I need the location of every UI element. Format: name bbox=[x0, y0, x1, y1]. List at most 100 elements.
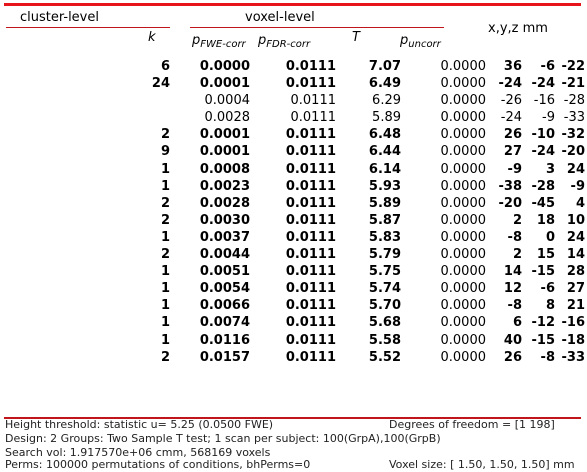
cluster-size-cell: 2 bbox=[160, 212, 170, 228]
x-coord-cell: -24 bbox=[498, 76, 523, 92]
p-fwe-cell: 0.0054 bbox=[199, 281, 250, 297]
table-row[interactable]: 2 0.0001 0.0111 6.48 0.0000 26 -10 -32 bbox=[0, 126, 585, 143]
y-coord-cell: 3 bbox=[545, 161, 555, 177]
p-fdr-cell: 0.0111 bbox=[285, 281, 336, 297]
z-coord-cell: -9 bbox=[570, 178, 585, 194]
x-coord-cell: 12 bbox=[503, 281, 522, 297]
p-fwe-cell: 0.0001 bbox=[199, 76, 250, 92]
t-value-cell: 5.74 bbox=[368, 281, 401, 297]
z-coord-cell: 24 bbox=[566, 229, 585, 245]
y-coord-cell: -6 bbox=[540, 281, 555, 297]
p-uncorr-cell: 0.0000 bbox=[440, 229, 487, 245]
p-uncorr-cell: 0.0000 bbox=[440, 212, 487, 228]
table-row[interactable]: 2 0.0028 0.0111 5.89 0.0000 -20 -45 4 bbox=[0, 195, 585, 212]
top-rule bbox=[4, 3, 581, 6]
table-row[interactable]: 1 0.0037 0.0111 5.83 0.0000 -8 0 24 bbox=[0, 229, 585, 246]
table-row[interactable]: 0.0004 0.0111 6.29 0.0000 -26 -16 -28 bbox=[0, 92, 586, 109]
p-uncorr-cell: 0.0000 bbox=[440, 93, 487, 109]
t-value-cell: 5.52 bbox=[368, 349, 401, 365]
p-fdr-cell: 0.0111 bbox=[285, 212, 336, 228]
p-uncorr-cell: 0.0000 bbox=[440, 264, 487, 280]
t-value-cell: 5.75 bbox=[368, 264, 401, 280]
cluster-size-cell: 2 bbox=[160, 127, 170, 143]
x-coord-cell: 27 bbox=[503, 144, 522, 160]
p-fwe-cell: 0.0074 bbox=[199, 315, 250, 331]
table-row[interactable]: 1 0.0066 0.0111 5.70 0.0000 -8 8 21 bbox=[0, 297, 585, 314]
p-fwe-cell: 0.0051 bbox=[199, 264, 250, 280]
cluster-size-cell: 9 bbox=[160, 144, 170, 160]
table-row[interactable]: 24 0.0001 0.0111 6.49 0.0000 -24 -24 -21 bbox=[0, 75, 585, 92]
x-coord-cell: 26 bbox=[503, 127, 522, 143]
table-row[interactable]: 1 0.0054 0.0111 5.74 0.0000 12 -6 27 bbox=[0, 280, 585, 297]
z-coord-cell: 4 bbox=[575, 195, 585, 211]
x-coord-cell: -38 bbox=[498, 178, 523, 194]
cluster-size-cell: 2 bbox=[160, 349, 170, 365]
y-coord-cell: -10 bbox=[531, 127, 556, 143]
table-row[interactable]: 2 0.0044 0.0111 5.79 0.0000 2 15 14 bbox=[0, 246, 585, 263]
t-value-cell: 5.93 bbox=[368, 178, 401, 194]
y-coord-cell: -15 bbox=[531, 264, 556, 280]
y-coord-cell: 15 bbox=[536, 247, 555, 263]
footer-rule bbox=[4, 417, 581, 419]
x-coord-cell: -24 bbox=[500, 110, 522, 126]
p-fdr-cell: 0.0111 bbox=[285, 247, 336, 263]
t-value-cell: 5.79 bbox=[368, 247, 401, 263]
y-coord-cell: -9 bbox=[542, 110, 555, 126]
p-fwe-cell: 0.0004 bbox=[204, 93, 251, 109]
table-row[interactable]: 2 0.0030 0.0111 5.87 0.0000 2 18 10 bbox=[0, 212, 585, 229]
x-coord-cell: 14 bbox=[503, 264, 522, 280]
p-fdr-cell: 0.0111 bbox=[285, 76, 336, 92]
t-value-cell: 7.07 bbox=[368, 59, 401, 74]
t-value-cell: 5.89 bbox=[372, 110, 401, 126]
z-coord-cell: 24 bbox=[566, 161, 585, 177]
cluster-size-cell: 1 bbox=[160, 161, 170, 177]
p-uncorr-cell: 0.0000 bbox=[440, 127, 487, 143]
y-coord-cell: -15 bbox=[531, 332, 556, 348]
z-coord-cell: 10 bbox=[566, 212, 585, 228]
table-row[interactable]: 6 0.0000 0.0111 7.07 0.0000 36 -6 -22 bbox=[0, 58, 585, 75]
x-coord-cell: -8 bbox=[507, 229, 522, 245]
p-fdr-cell: 0.0111 bbox=[285, 161, 336, 177]
z-coord-cell: -33 bbox=[563, 110, 585, 126]
table-row[interactable]: 1 0.0116 0.0111 5.58 0.0000 40 -15 -18 bbox=[0, 332, 585, 349]
x-coord-cell: 36 bbox=[503, 59, 522, 74]
table-row[interactable]: 1 0.0051 0.0111 5.75 0.0000 14 -15 28 bbox=[0, 263, 585, 280]
t-value-cell: 6.48 bbox=[368, 127, 401, 143]
cluster-size-cell: 1 bbox=[160, 298, 170, 314]
t-value-cell: 6.29 bbox=[372, 93, 401, 109]
p-fdr-cell: 0.0111 bbox=[285, 332, 336, 348]
y-coord-cell: -12 bbox=[531, 315, 556, 331]
p-uncorr-cell: 0.0000 bbox=[440, 247, 487, 263]
y-coord-cell: 18 bbox=[536, 212, 555, 228]
p-uncorr-cell: 0.0000 bbox=[440, 349, 487, 365]
p-uncorr-cell: 0.0000 bbox=[440, 281, 487, 297]
p-uncorr-cell: 0.0000 bbox=[440, 332, 487, 348]
t-value-cell: 6.44 bbox=[368, 144, 401, 160]
table-row[interactable]: 1 0.0023 0.0111 5.93 0.0000 -38 -28 -9 bbox=[0, 178, 585, 195]
p-uncorr-cell: 0.0000 bbox=[440, 76, 487, 92]
p-fdr-column-header: pFDR-corr bbox=[258, 33, 311, 50]
p-uncorr-cell: 0.0000 bbox=[440, 144, 487, 160]
table-row[interactable]: 1 0.0008 0.0111 6.14 0.0000 -9 3 24 bbox=[0, 161, 585, 178]
p-fwe-column-header: pFWE-corr bbox=[192, 33, 246, 50]
p-uncorr-cell: 0.0000 bbox=[440, 195, 487, 211]
z-coord-cell: -32 bbox=[561, 127, 586, 143]
p-uncorr-cell: 0.0000 bbox=[440, 315, 487, 331]
y-coord-cell: 8 bbox=[545, 298, 555, 314]
z-coord-cell: -16 bbox=[561, 315, 586, 331]
p-fdr-cell: 0.0111 bbox=[285, 315, 336, 331]
z-coord-cell: -33 bbox=[561, 349, 586, 365]
p-fdr-cell: 0.0111 bbox=[290, 110, 337, 126]
table-row[interactable]: 2 0.0157 0.0111 5.52 0.0000 26 -8 -33 bbox=[0, 349, 585, 366]
x-coord-cell: -20 bbox=[498, 195, 523, 211]
p-fdr-cell: 0.0111 bbox=[290, 93, 337, 109]
p-fwe-cell: 0.0037 bbox=[199, 229, 250, 245]
z-coord-cell: -20 bbox=[561, 144, 586, 160]
p-fdr-cell: 0.0111 bbox=[285, 264, 336, 280]
table-row[interactable]: 1 0.0074 0.0111 5.68 0.0000 6 -12 -16 bbox=[0, 314, 585, 331]
table-row[interactable]: 9 0.0001 0.0111 6.44 0.0000 27 -24 -20 bbox=[0, 143, 585, 160]
table-row[interactable]: 0.0028 0.0111 5.89 0.0000 -24 -9 -33 bbox=[0, 109, 586, 126]
p-fwe-cell: 0.0028 bbox=[204, 110, 251, 126]
cluster-size-cell bbox=[0, 109, 170, 126]
x-coord-cell: 6 bbox=[512, 315, 522, 331]
